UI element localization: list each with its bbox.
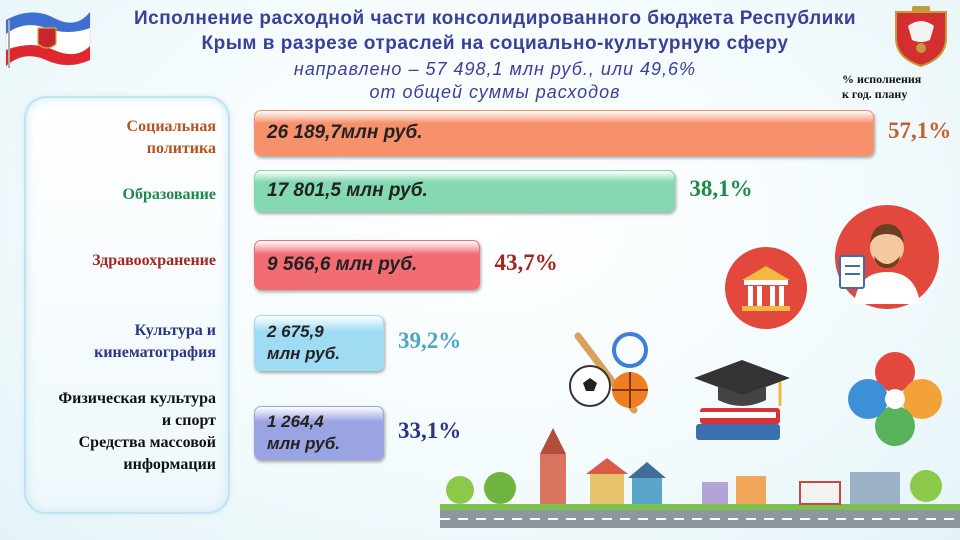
bar-value-line: 26 189,7млн руб. [267, 122, 423, 143]
category-label-4: Культура и кинематография [94, 320, 216, 364]
page-subtitle: направлено – 57 498,1 млн руб., или 49,6… [200, 58, 790, 104]
social-services-icon [848, 352, 942, 446]
category-panel [24, 96, 230, 514]
category-line: Физическая культура [58, 390, 216, 407]
bar-3: 9 566,6 млн руб. [254, 240, 481, 290]
town-skyline-illustration [440, 428, 960, 528]
category-line: Культура и [134, 322, 216, 339]
title-line-2: Крым в разрезе отраслей на социально-кул… [201, 33, 789, 54]
bar-2: 17 801,5 млн руб. [254, 170, 676, 212]
doctor-icon [835, 205, 939, 309]
museum-icon [725, 247, 807, 329]
category-line: информации [123, 456, 216, 473]
bar-5: 1 264,4 млн руб. [254, 406, 384, 460]
bar-value-line: 1 264,4 [267, 412, 324, 431]
bar-value-label-3: 9 566,6 млн руб. [267, 254, 417, 276]
subtitle-line-1: направлено – 57 498,1 млн руб., или 49,6… [293, 59, 697, 79]
bar-1: 26 189,7млн руб. [254, 110, 874, 156]
percent-label-5: 33,1% [398, 418, 462, 443]
category-line: Социальная [126, 118, 216, 135]
category-line: кинематография [94, 344, 216, 361]
category-label-2: Образование [123, 184, 216, 206]
sports-balls-icon [569, 332, 648, 414]
bar-value-label-5: 1 264,4 млн руб. [267, 411, 340, 455]
category-label-3: Здравоохранение [92, 250, 216, 272]
bar-value-line: млн руб. [267, 434, 340, 453]
subtitle-line-2: от общей суммы расходов [369, 82, 621, 102]
bar-4: 2 675,9 млн руб. [254, 315, 384, 371]
books-graduation-cap-icon [694, 360, 790, 440]
percent-note-line-2: к год. плану [842, 87, 908, 101]
bar-value-line: 9 566,6 млн руб. [267, 254, 418, 275]
category-label-5: Физическая культура и спорт Средства массо… [58, 388, 216, 476]
percent-label-3: 43,7% [494, 250, 558, 275]
page-title: Исполнение расходной части консолидирова… [100, 6, 890, 56]
crimea-flag-icon [5, 11, 91, 68]
category-line: Здравоохранение [92, 252, 216, 269]
title-line-1: Исполнение расходной части консолидирова… [133, 8, 857, 29]
bar-value-label-1: 26 189,7млн руб. [267, 122, 423, 144]
category-line: Образование [122, 186, 216, 203]
category-label-1: Социальная политика [127, 116, 216, 160]
bar-value-label-4: 2 675,9 млн руб. [267, 321, 340, 365]
percent-label-4: 39,2% [398, 328, 462, 353]
category-line: Средства массовой [78, 434, 216, 451]
category-line: и спорт [161, 412, 216, 429]
coat-of-arms-icon [895, 6, 947, 68]
bar-value-label-2: 17 801,5 млн руб. [267, 180, 428, 202]
bar-value-line: млн руб. [267, 344, 340, 363]
percent-label-1: 57,1% [888, 118, 952, 143]
percent-note-line-1: % исполнения [842, 72, 922, 86]
bar-value-line: 2 675,9 [267, 322, 324, 341]
percent-note: % исполнения к год. плану [842, 72, 954, 102]
percent-label-2: 38,1% [689, 176, 753, 201]
bar-value-line: 17 801,5 млн руб. [267, 180, 428, 201]
category-line: политика [146, 140, 216, 157]
